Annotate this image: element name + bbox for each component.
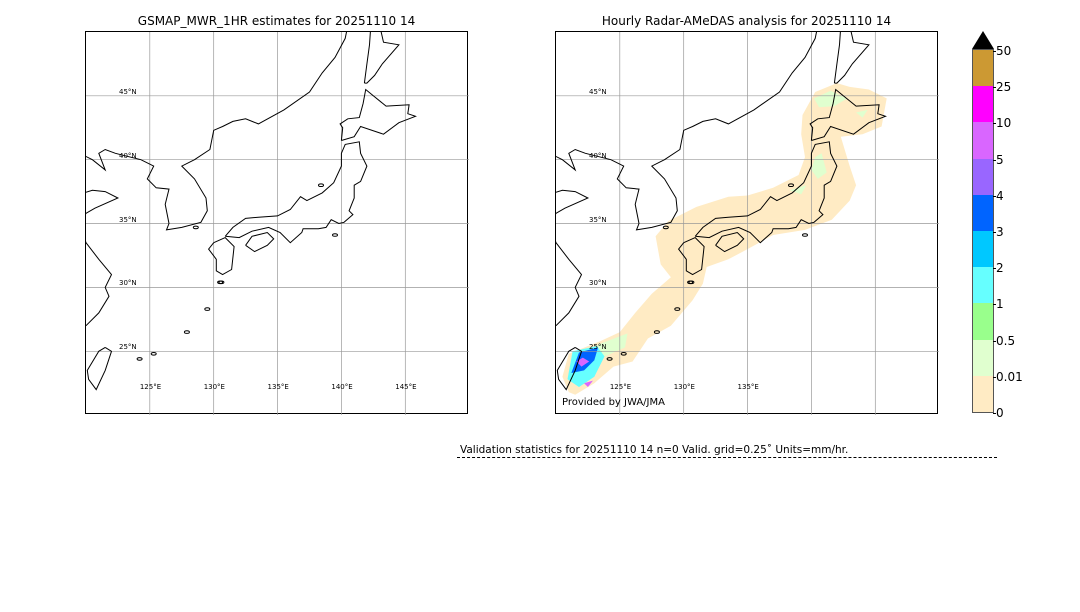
rain-area-intense bbox=[576, 357, 590, 367]
latitude-label: 35°N bbox=[119, 215, 137, 224]
latitude-label: 45°N bbox=[119, 87, 137, 96]
coastline-kyushu bbox=[677, 237, 705, 276]
map-canvas bbox=[86, 32, 469, 415]
colorbar-segment bbox=[973, 50, 993, 87]
right-map-title: Hourly Radar-AMeDAS analysis for 2025111… bbox=[601, 14, 892, 28]
radar-amedas-map: Provided by JWA/JMA 45°N 40°N 35°N 30°N 25°N… bbox=[555, 31, 939, 415]
latitude-label: 25°N bbox=[119, 343, 137, 352]
longitude-label: 130°E bbox=[673, 383, 695, 391]
coastline-shikoku bbox=[245, 231, 275, 253]
latitude-label: 25°N bbox=[589, 343, 607, 352]
latitude-label: 45°N bbox=[589, 87, 607, 96]
colorbar-segment bbox=[973, 158, 993, 195]
colorbar-tick-label: 0.5 bbox=[992, 333, 1016, 348]
colorbar-segment bbox=[973, 122, 993, 159]
left-map-title: GSMAP_MWR_1HR estimates for 20251110 14 bbox=[137, 14, 416, 28]
island bbox=[802, 233, 808, 237]
coastline-taiwan bbox=[556, 346, 583, 391]
colorbar-tick-label: 25 bbox=[992, 80, 1012, 95]
colorbar-tick-label: 50 bbox=[992, 44, 1012, 58]
coastline-kyushu bbox=[207, 237, 235, 276]
validation-statistics: Validation statistics for 20251110 14 n=… bbox=[460, 444, 849, 456]
coastline-mainland bbox=[556, 32, 818, 231]
colorbar-tick-label: 3 bbox=[993, 225, 1004, 239]
longitude-label: 135°E bbox=[267, 383, 289, 391]
coastline-sakhalin bbox=[833, 32, 870, 84]
island bbox=[192, 225, 199, 230]
latitude-label: 40°N bbox=[119, 151, 137, 160]
island bbox=[688, 280, 695, 285]
colorbar-tick-label: 2 bbox=[993, 261, 1004, 276]
colorbar-tick-label: 0.01 bbox=[993, 369, 1023, 384]
rain-area-light bbox=[562, 83, 887, 395]
island bbox=[318, 183, 324, 187]
longitude-label: 135°E bbox=[737, 383, 759, 391]
coastline-china bbox=[86, 189, 120, 327]
credit-text: Provided by JWA/JMA bbox=[562, 397, 665, 408]
coastline-taiwan bbox=[86, 346, 113, 391]
latitude-label: 35°N bbox=[589, 215, 607, 224]
longitude-label: 145°E bbox=[395, 383, 417, 391]
validation-divider bbox=[457, 457, 997, 458]
longitude-label: 125°E bbox=[139, 383, 162, 391]
colorbar-segment bbox=[973, 194, 993, 231]
island bbox=[674, 307, 681, 311]
island bbox=[606, 357, 613, 361]
coastline-hokkaido bbox=[339, 88, 417, 141]
island bbox=[136, 357, 143, 361]
rain-area-trace bbox=[814, 90, 848, 108]
island bbox=[788, 183, 794, 187]
colorbar-tick-label: 5 bbox=[993, 152, 1004, 167]
colorbar-segment bbox=[973, 231, 993, 268]
colorbar-tick-label: 1 bbox=[993, 297, 1004, 312]
island bbox=[620, 352, 627, 356]
latitude-label: 30°N bbox=[119, 279, 137, 288]
colorbar-tick-label: 10 bbox=[992, 116, 1012, 131]
latitude-label: 40°N bbox=[589, 151, 607, 160]
island bbox=[150, 352, 157, 356]
island bbox=[218, 280, 225, 285]
coastline-china bbox=[556, 189, 590, 327]
rain-area-intense bbox=[584, 380, 593, 387]
coastline-honshu bbox=[694, 141, 838, 244]
colorbar-tick-label: 4 bbox=[993, 188, 1004, 203]
gsmap-map: 45°N 40°N 35°N 30°N 25°N 125°E 130°E 135°E 140°E… bbox=[85, 31, 469, 415]
island bbox=[662, 225, 669, 230]
rain-area-trace bbox=[789, 185, 807, 195]
colorbar-segment bbox=[973, 86, 993, 123]
island bbox=[653, 330, 660, 334]
latitude-label: 30°N bbox=[589, 279, 607, 288]
island bbox=[332, 233, 338, 237]
longitude-label: 125°E bbox=[609, 383, 632, 391]
map-canvas bbox=[556, 32, 939, 415]
island bbox=[204, 307, 211, 311]
island bbox=[183, 330, 190, 334]
coastline-hokkaido bbox=[809, 88, 887, 141]
longitude-label: 130°E bbox=[203, 383, 225, 391]
coastline-honshu bbox=[224, 141, 368, 244]
longitude-label: 140°E bbox=[331, 383, 353, 391]
colorbar-extend-arrow-icon bbox=[972, 31, 994, 49]
colorbar-segment bbox=[973, 303, 993, 340]
colorbar-segment bbox=[973, 267, 993, 304]
colorbar bbox=[972, 49, 994, 413]
colorbar-segment bbox=[973, 339, 993, 376]
colorbar-segment bbox=[973, 375, 993, 412]
rain-area-trace bbox=[856, 109, 868, 118]
colorbar-tick-label: 0 bbox=[993, 406, 1004, 420]
coastline-mainland bbox=[86, 32, 348, 231]
coastline-shikoku bbox=[715, 231, 745, 253]
coastline-sakhalin bbox=[363, 32, 400, 84]
